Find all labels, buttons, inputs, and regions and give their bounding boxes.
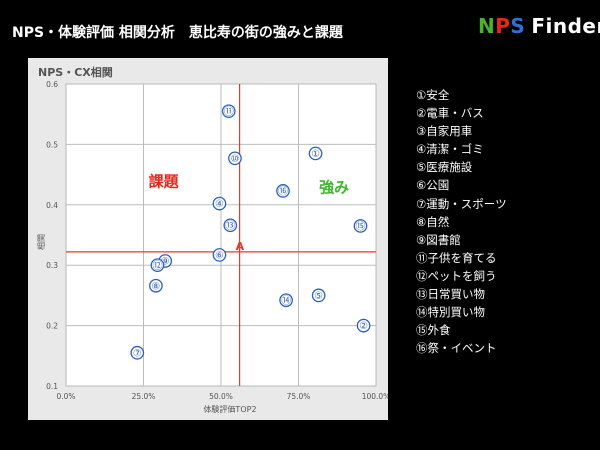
legend-item: ⑪子供を育てる — [416, 250, 497, 265]
legend-item: ④清潔・ゴミ — [416, 142, 484, 157]
legend-item: ⑤医療施設 — [416, 160, 473, 175]
scatter-point — [130, 345, 145, 360]
scatter-point-label: ⑤ — [314, 291, 323, 302]
scatter-point — [308, 146, 323, 161]
x-tick-label: 25.0% — [132, 392, 156, 401]
legend-item: ②電車・バス — [416, 106, 484, 121]
scatter-point-label: ⑨ — [161, 257, 170, 268]
quadrant-labels: 課題 強み — [149, 173, 350, 197]
data-points: ① ② ④ ⑤ ⑥ ⑦ ⑧ ⑨ ⑪ ⑫ ⑬ ⑭ ⑮ ⑯ ⑩ — [130, 104, 371, 360]
y-tick-label: 0.4 — [46, 201, 58, 210]
scatter-point — [212, 196, 227, 211]
nps-finder-logo: NPS Finder — [478, 14, 600, 38]
scatter-point-label: ⑦ — [133, 348, 142, 359]
quadrant-label: 課題 — [149, 173, 180, 191]
legend-item: ⑫ペットを飼う — [416, 268, 497, 283]
chart-panel: NPS・CX相関 A 0.0% 25.0% 50.0% 75.0% 100.0% 0.1 0… — [28, 58, 388, 420]
scatter-point — [311, 288, 326, 303]
y-tick-label: 0.2 — [46, 322, 58, 331]
logo-word: Finder — [531, 14, 600, 38]
quadrant-label: 強み — [319, 179, 349, 197]
legend-item: ③自家用車 — [416, 124, 473, 139]
scatter-point-label: ④ — [215, 199, 224, 210]
legend-item: ⑮外食 — [416, 323, 451, 338]
scatter-point — [221, 104, 236, 119]
axis-ticks: 0.0% 25.0% 50.0% 75.0% 100.0% 0.1 0.2 0.3 0.4 0.5… — [46, 80, 388, 401]
page-title: NPS・体験評価 相関分析 恵比寿の街の強みと課題 — [12, 25, 343, 41]
legend-item: ⑥公園 — [416, 178, 450, 193]
scatter-point — [149, 278, 163, 293]
scatter-point-label: ⑮ — [356, 221, 366, 233]
x-tick-label: 50.0% — [209, 392, 233, 401]
scatter-point-label: ⑯ — [278, 186, 288, 198]
scatter-point-label: ⑪ — [224, 106, 234, 118]
logo-letter-s: S — [510, 14, 526, 38]
scatter-point — [228, 151, 242, 166]
scatter-chart: NPS・CX相関 A 0.0% 25.0% 50.0% 75.0% 100.0%0.10… — [36, 65, 388, 414]
chart-title: NPS・CX相関 — [38, 65, 113, 79]
logo-letter-n: N — [478, 14, 496, 38]
scatter-point — [150, 258, 165, 273]
x-axis-label: 体験評価TOP2 — [203, 404, 256, 414]
legend-item: ⑬日常買い物 — [416, 287, 485, 302]
y-tick-label: 0.6 — [46, 80, 58, 89]
scatter-point — [356, 318, 371, 333]
reference-label: A — [236, 240, 245, 253]
scatter-point — [276, 184, 290, 198]
y-tick-label: 0.5 — [46, 140, 58, 149]
scatter-point-label: ⑩ — [230, 154, 239, 165]
legend-item: ①安全 — [416, 88, 450, 102]
scatter-point-label: ⑥ — [215, 251, 224, 262]
scatter-point-label: ⑭ — [281, 295, 291, 307]
y-tick-label: 0.3 — [46, 261, 58, 270]
legend-item: ⑦運動・スポーツ — [416, 196, 507, 211]
scatter-point-label: ⑫ — [152, 260, 162, 272]
scatter-point-label: ⑬ — [225, 220, 235, 232]
legend-item: ⑯祭・イベント — [416, 341, 497, 356]
x-tick-label: 75.0% — [287, 392, 311, 401]
x-tick-label: 0.0% — [56, 392, 75, 401]
scatter-point — [212, 248, 227, 262]
scatter-point — [353, 219, 368, 233]
y-axis-label: 相関 — [36, 234, 46, 250]
scatter-point — [223, 218, 238, 233]
legend-list: ①安全 ②電車・バス ③自家用車 ④清潔・ゴミ ⑤医療施設 ⑥公園 ⑦運動・スポーツ ⑧自然 ⑨… — [416, 86, 507, 357]
y-tick-label: 0.1 — [46, 382, 58, 391]
x-tick-label: 100.0% — [362, 392, 388, 401]
scatter-point-label: ① — [311, 149, 320, 160]
scatter-point — [279, 293, 293, 308]
scatter-point-label: ⑧ — [151, 281, 160, 292]
legend-item: ⑭特別買い物 — [416, 305, 485, 320]
scatter-point-label: ② — [359, 321, 368, 332]
legend-item: ⑨図書館 — [416, 232, 461, 247]
legend-item: ⑧自然 — [416, 214, 450, 229]
logo-letter-p: P — [495, 14, 511, 38]
